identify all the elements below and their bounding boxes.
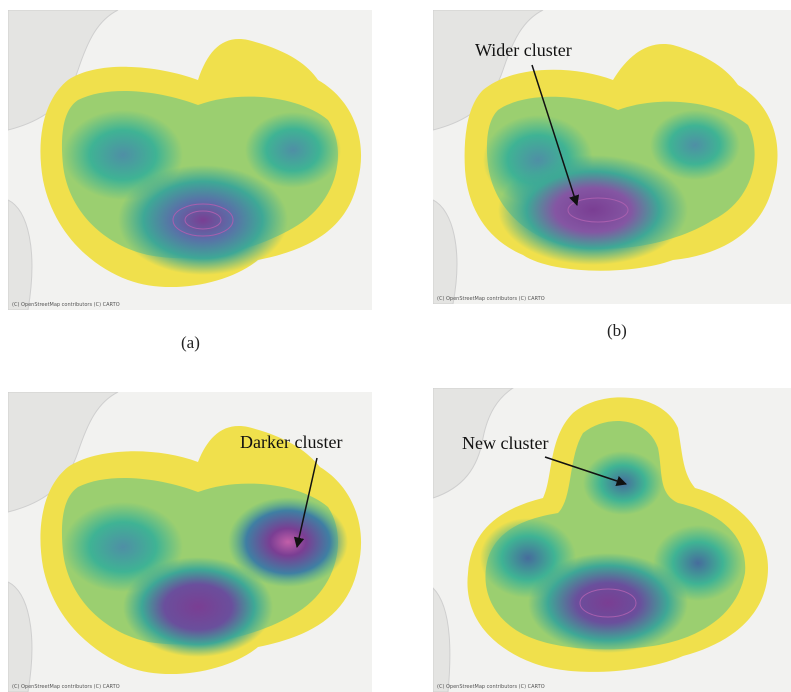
- map-panel-c: (C) OpenStreetMap contributors (C) CARTO: [8, 392, 372, 692]
- density-map-a: [8, 10, 362, 310]
- coastline: [8, 392, 119, 513]
- coastline: [433, 587, 451, 692]
- map-attribution: (C) OpenStreetMap contributors (C) CARTO: [437, 684, 545, 690]
- density-map-d: [433, 388, 768, 692]
- annotation-new-cluster: New cluster: [462, 433, 549, 453]
- map-attribution: (C) OpenStreetMap contributors (C) CARTO: [12, 302, 120, 308]
- coastline: [433, 199, 458, 304]
- coastline: [8, 199, 33, 310]
- map-attribution: (C) OpenStreetMap contributors (C) CARTO: [437, 296, 545, 302]
- caption-b: (b): [607, 321, 627, 340]
- annotation-wider-cluster: Wider cluster: [475, 40, 572, 60]
- coastline: [8, 10, 119, 131]
- annotation-darker-cluster: Darker cluster: [240, 432, 343, 452]
- coastline: [8, 581, 33, 692]
- coastline: [433, 388, 514, 499]
- map-panel-d: (C) OpenStreetMap contributors (C) CARTO: [433, 388, 791, 692]
- density-map-c: [8, 392, 362, 692]
- coastline: [433, 10, 544, 131]
- map-attribution: (C) OpenStreetMap contributors (C) CARTO: [12, 684, 120, 690]
- caption-a: (a): [181, 333, 200, 352]
- map-panel-a: (C) OpenStreetMap contributors (C) CARTO: [8, 10, 372, 310]
